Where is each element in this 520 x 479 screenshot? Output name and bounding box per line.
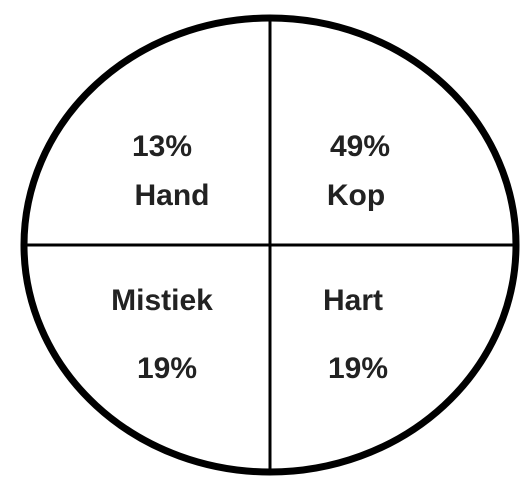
label: Hart — [323, 284, 383, 317]
label: Kop — [327, 179, 385, 212]
percent: 49% — [330, 130, 390, 163]
percent: 13% — [132, 130, 192, 163]
percent: 19% — [328, 352, 388, 385]
percent: 19% — [137, 352, 197, 385]
label: Mistiek — [111, 284, 213, 317]
label: Hand — [135, 179, 210, 212]
